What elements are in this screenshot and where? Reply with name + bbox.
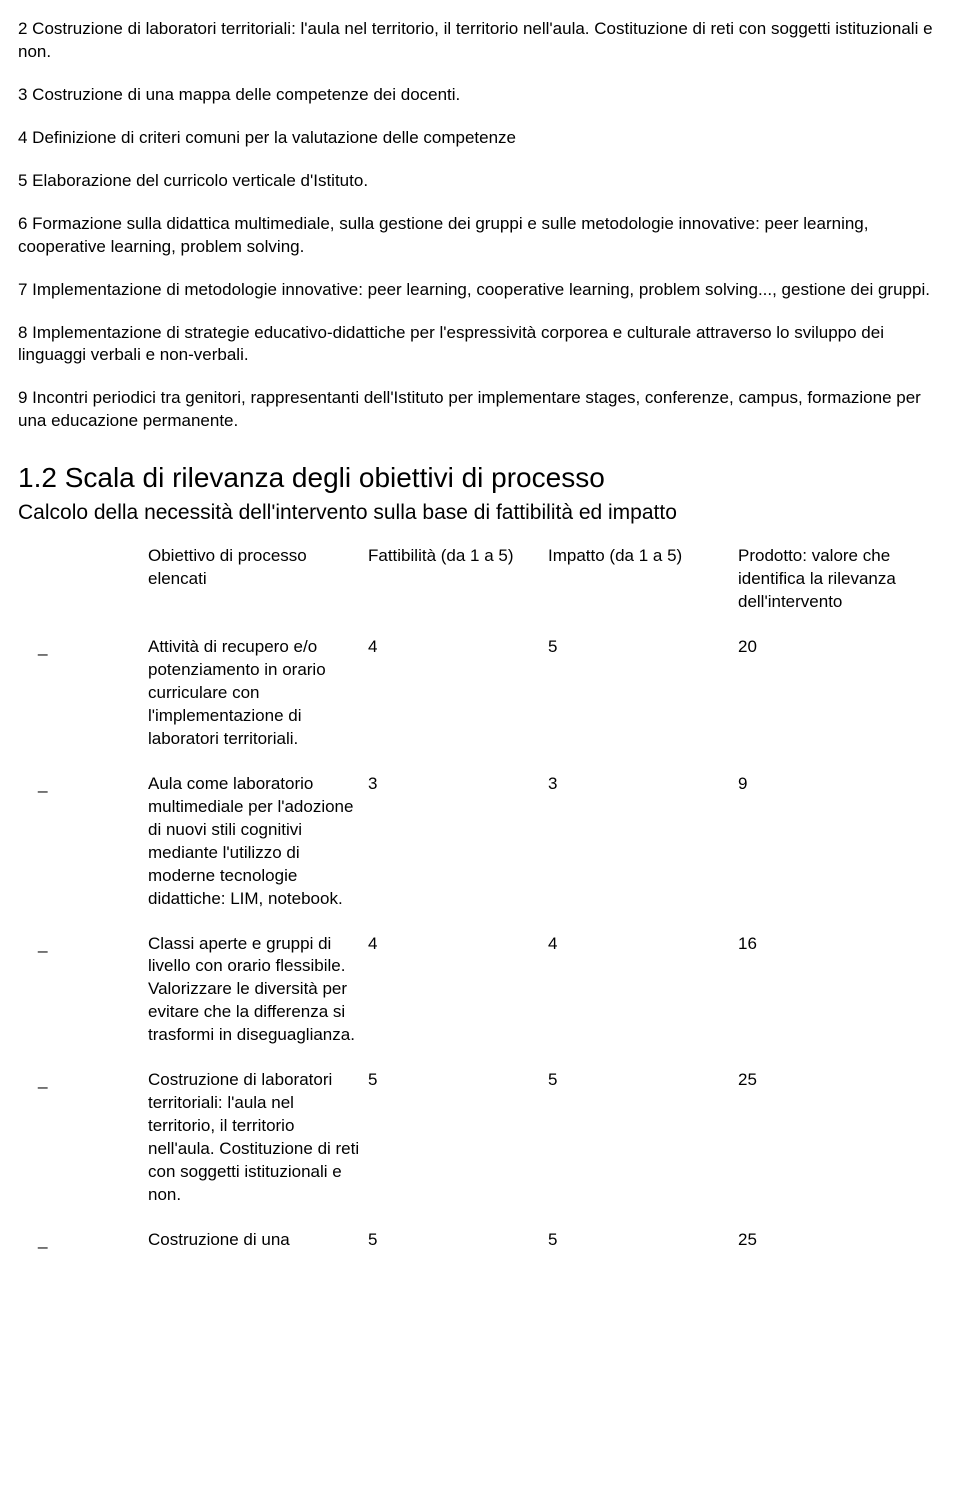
row-lead: _ (38, 1070, 47, 1089)
cell-impact: 5 (548, 636, 738, 773)
row-lead: _ (38, 774, 47, 793)
cell-product: 9 (738, 773, 948, 933)
objectives-table: Obiettivo di processo elencati Fattibili… (108, 545, 948, 1251)
cell-feasibility: 4 (368, 933, 548, 1070)
cell-impact: 5 (548, 1069, 738, 1229)
cell-feasibility: 5 (368, 1229, 548, 1252)
cell-impact: 5 (548, 1229, 738, 1252)
cell-objective: Attività di recupero e/o potenziamento i… (148, 636, 368, 773)
cell-product: 25 (738, 1069, 948, 1229)
paragraph-3: 3 Costruzione di una mappa delle compete… (18, 84, 934, 107)
col-header-objective: Obiettivo di processo elencati (148, 545, 368, 636)
table-row: _ Classi aperte e gruppi di livello con … (108, 933, 948, 1070)
cell-objective: Classi aperte e gruppi di livello con or… (148, 933, 368, 1070)
paragraph-9: 9 Incontri periodici tra genitori, rappr… (18, 387, 934, 433)
cell-feasibility: 5 (368, 1069, 548, 1229)
cell-product: 16 (738, 933, 948, 1070)
cell-product: 20 (738, 636, 948, 773)
paragraph-2: 2 Costruzione di laboratori territoriali… (18, 18, 934, 64)
table-row: _ Aula come laboratorio multimediale per… (108, 773, 948, 933)
section-subheading: Calcolo della necessità dell'intervento … (18, 499, 934, 527)
paragraph-5: 5 Elaborazione del curricolo verticale d… (18, 170, 934, 193)
cell-objective: Costruzione di laboratori territoriali: … (148, 1069, 368, 1229)
paragraph-6: 6 Formazione sulla didattica multimedial… (18, 213, 934, 259)
paragraph-8: 8 Implementazione di strategie educativo… (18, 322, 934, 368)
col-header-product: Prodotto: valore che identifica la rilev… (738, 545, 948, 636)
cell-feasibility: 4 (368, 636, 548, 773)
paragraph-7: 7 Implementazione di metodologie innovat… (18, 279, 934, 302)
table-row: _ Costruzione di una 5 5 25 (108, 1229, 948, 1252)
paragraph-4: 4 Definizione di criteri comuni per la v… (18, 127, 934, 150)
table-header-row: Obiettivo di processo elencati Fattibili… (108, 545, 948, 636)
row-lead: _ (38, 637, 47, 656)
row-lead: _ (38, 1230, 47, 1249)
cell-impact: 3 (548, 773, 738, 933)
cell-feasibility: 3 (368, 773, 548, 933)
row-lead: _ (38, 934, 47, 953)
table-row: _ Costruzione di laboratori territoriali… (108, 1069, 948, 1229)
objectives-table-wrap: Obiettivo di processo elencati Fattibili… (18, 545, 934, 1251)
cell-product: 25 (738, 1229, 948, 1252)
cell-impact: 4 (548, 933, 738, 1070)
section-heading: 1.2 Scala di rilevanza degli obiettivi d… (18, 459, 934, 497)
col-header-impact: Impatto (da 1 a 5) (548, 545, 738, 636)
cell-objective: Aula come laboratorio multimediale per l… (148, 773, 368, 933)
cell-objective: Costruzione di una (148, 1229, 368, 1252)
col-header-feasibility: Fattibilità (da 1 a 5) (368, 545, 548, 636)
table-row: _ Attività di recupero e/o potenziamento… (108, 636, 948, 773)
